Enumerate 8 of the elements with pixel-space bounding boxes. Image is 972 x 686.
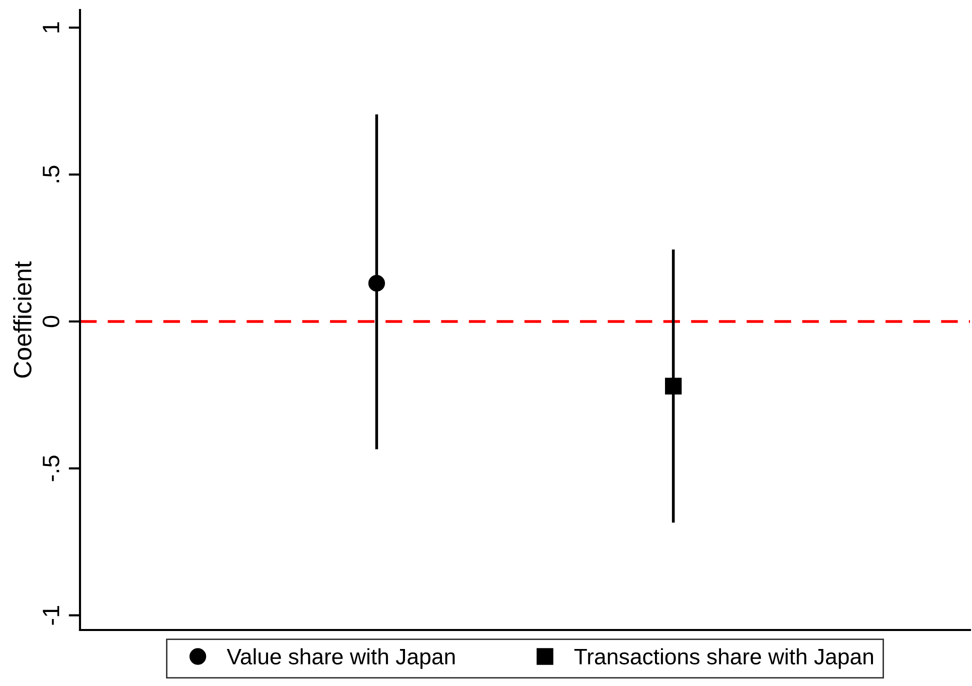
y-tick-label: .5	[42, 166, 60, 182]
y-tick-label: -.5	[42, 456, 60, 482]
y-tick-label: -1	[42, 606, 60, 625]
y-tick-label: 0	[42, 316, 60, 328]
legend-label: Value share with Japan	[226, 648, 455, 669]
legend-label: Transactions share with Japan	[574, 648, 873, 669]
y-axis-title: Coefficient	[13, 261, 32, 378]
y-tick-label: 1	[42, 22, 60, 32]
